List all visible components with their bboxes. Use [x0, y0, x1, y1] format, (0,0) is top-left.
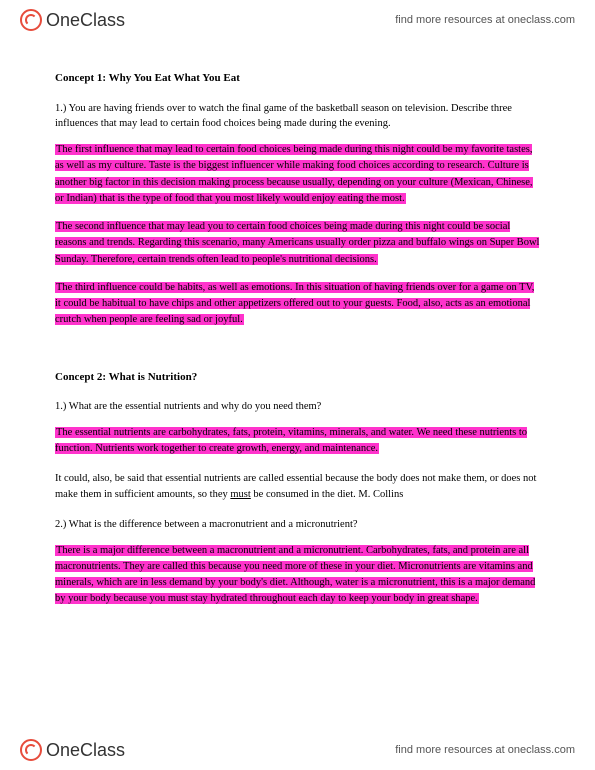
concept2-answer1: The essential nutrients are carbohydrate… — [55, 425, 540, 458]
concept1-question1: 1.) You are having friends over to watch… — [55, 101, 540, 133]
highlighted-text: There is a major difference between a ma… — [55, 545, 535, 605]
brand-logo[interactable]: OneClass — [20, 9, 125, 31]
concept1-answer2: The second influence that may lead you t… — [55, 219, 540, 268]
logo-text-one: One — [46, 10, 80, 31]
highlighted-text: The essential nutrients are carbohydrate… — [55, 427, 527, 454]
highlighted-text: The second influence that may lead you t… — [55, 221, 539, 265]
concept2-note: It could, also, be said that essential n… — [55, 471, 540, 503]
highlighted-text: The third influence could be habits, as … — [55, 282, 534, 326]
concept2-question2: 2.) What is the difference between a mac… — [55, 517, 540, 533]
document-body: Concept 1: Why You Eat What You Eat 1.) … — [0, 40, 595, 670]
concept2-question1: 1.) What are the essential nutrients and… — [55, 399, 540, 415]
page-footer: OneClass find more resources at oneclass… — [0, 730, 595, 770]
concept1-answer3: The third influence could be habits, as … — [55, 280, 540, 329]
logo-text-class: Class — [80, 10, 125, 31]
footer-resources-link[interactable]: find more resources at oneclass.com — [395, 744, 575, 756]
page-header: OneClass find more resources at oneclass… — [0, 0, 595, 40]
highlighted-text: The first influence that may lead to cer… — [55, 144, 533, 204]
logo-icon — [20, 9, 42, 31]
concept2-answer2: There is a major difference between a ma… — [55, 543, 540, 608]
note-post: be consumed in the diet. M. Collins — [251, 489, 404, 500]
header-resources-link[interactable]: find more resources at oneclass.com — [395, 14, 575, 26]
logo-text-class: Class — [80, 740, 125, 761]
logo-text-one: One — [46, 740, 80, 761]
concept1-answer1: The first influence that may lead to cer… — [55, 142, 540, 207]
logo-icon — [20, 739, 42, 761]
note-underline: must — [230, 489, 250, 500]
brand-logo-footer[interactable]: OneClass — [20, 739, 125, 761]
concept1-title: Concept 1: Why You Eat What You Eat — [55, 70, 540, 87]
concept2-title: Concept 2: What is Nutrition? — [55, 369, 540, 386]
